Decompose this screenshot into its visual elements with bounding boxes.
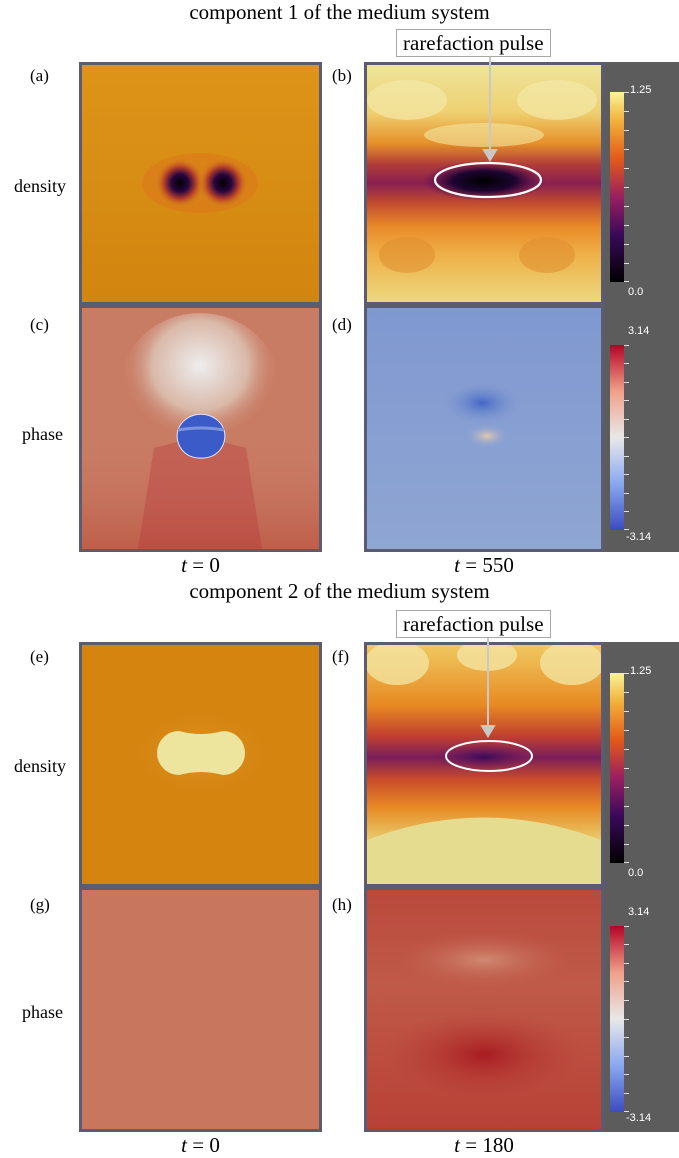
colorbar-phase-max-1: 3.14 [628,325,650,337]
panel-label-d: (d) [332,315,352,334]
panel-label-b: (b) [332,66,352,85]
panel-label-h: (h) [332,895,352,914]
colorbar-density-max-2: 1.25 [630,665,652,677]
time-label-right-2: t = 180 [454,1133,514,1157]
time-value: 0 [209,1133,220,1157]
colorbar-density-min-2: 0.0 [628,867,644,879]
colorbar-phase-1 [610,345,624,530]
panel-a-density [79,62,322,305]
panel-c-phase [79,305,322,552]
colorbar-density-1 [610,92,624,282]
time-label-right-1: t = 550 [454,553,514,577]
panel-g-phase [79,887,322,1132]
colorbar-phase-min-1: -3.14 [626,531,652,543]
time-value: 0 [209,553,220,577]
time-label-left-1: t = 0 [181,553,220,577]
row-label-density-1: density [14,176,66,196]
row-label-phase-2: phase [22,1002,63,1022]
time-value: 550 [482,553,514,577]
colorbar-density-min-1: 0.0 [628,286,644,298]
panel-label-a: (a) [30,66,49,85]
panel-label-c: (c) [30,315,49,334]
panel-d-phase [364,305,604,552]
row-label-phase-1: phase [22,424,63,444]
section-2-title: component 2 of the medium system [189,579,490,603]
colorbar-phase-2 [610,926,624,1112]
panel-h-phase [364,887,604,1132]
panel-e-density [79,642,322,887]
row-label-density-2: density [14,756,66,776]
colorbar-density-2 [610,673,624,863]
time-label-left-2: t = 0 [181,1133,220,1157]
time-var: t [454,1133,460,1157]
time-var: t [454,553,460,577]
panel-label-g: (g) [30,895,50,914]
time-var: t [181,1133,187,1157]
time-var: t [181,553,187,577]
colorbar-density-max-1: 1.25 [630,84,652,96]
panel-b-density [364,62,604,305]
colorbar-phase-max-2: 3.14 [628,906,650,918]
colorbar-phase-min-2: -3.14 [626,1112,652,1124]
rarefaction-callout-2: rarefaction pulse [396,610,551,638]
panel-f-density [364,642,604,887]
time-value: 180 [482,1133,514,1157]
panel-label-f: (f) [332,647,349,666]
section-1-title: component 1 of the medium system [189,0,490,24]
panel-label-e: (e) [30,647,49,666]
rarefaction-callout-1: rarefaction pulse [396,29,551,57]
